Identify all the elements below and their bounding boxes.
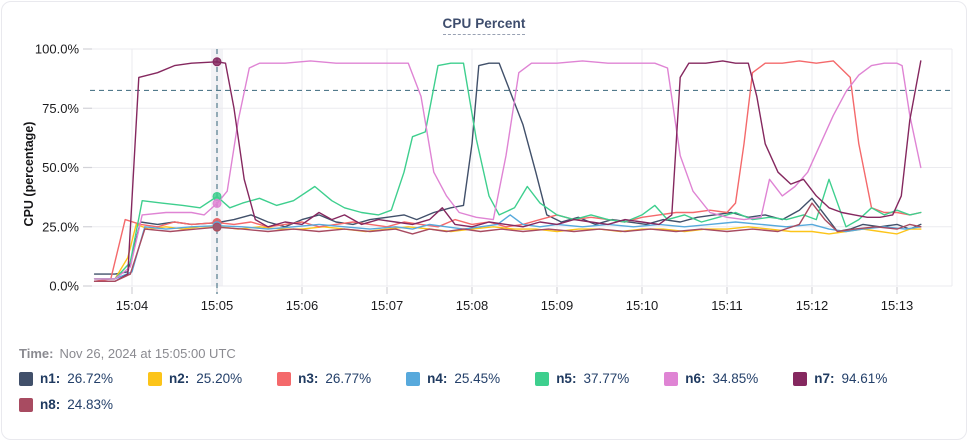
series-line-n4[interactable]: [93, 214, 922, 280]
legend-series-name: n3:: [298, 371, 319, 386]
legend-series-name: n5:: [556, 371, 577, 386]
legend-swatch: [19, 397, 33, 412]
y-tick-label: 50.0%: [42, 160, 79, 175]
cursor-dot-n8: [212, 222, 222, 232]
legend-swatch: [19, 371, 33, 386]
chart-title[interactable]: CPU Percent: [442, 16, 526, 35]
legend-swatch: [793, 371, 808, 386]
time-label: Time:: [19, 346, 54, 361]
y-tick-label: 0.0%: [49, 279, 79, 294]
x-tick-label: 15:07: [371, 298, 404, 313]
legend-item-n6[interactable]: n6: 34.85%: [664, 371, 758, 386]
cursor-time-row: Time: Nov 26, 2024 at 15:05:00 UTC: [19, 346, 236, 361]
x-tick-label: 15:12: [796, 298, 829, 313]
legend-row: n1: 26.72% n2: 25.20% n3: 26.77% n4: 25.45% n5: 3…: [19, 371, 956, 386]
legend-series-value: 26.77%: [325, 371, 372, 386]
y-tick-label: 25.0%: [42, 219, 79, 234]
legend-series-name: n7:: [814, 371, 835, 386]
series-line-n7[interactable]: [93, 60, 922, 282]
legend-swatch: [406, 371, 421, 386]
legend-item-n7[interactable]: n7: 94.61%: [793, 371, 887, 386]
legend-item-n1[interactable]: n1: 26.72%: [19, 371, 113, 386]
x-tick-label: 15:05: [201, 298, 234, 313]
chart-header: CPU Percent: [2, 15, 966, 35]
x-tick-label: 15:09: [541, 298, 574, 313]
legend-item-n5[interactable]: n5: 37.77%: [535, 371, 629, 386]
x-tick-label: 15:13: [881, 298, 914, 313]
series-line-n6[interactable]: [93, 60, 922, 280]
legend-item-n8[interactable]: n8: 24.83%: [19, 397, 113, 412]
cursor-dot-n6: [212, 198, 222, 208]
legend-item-n2[interactable]: n2: 25.20%: [148, 371, 242, 386]
time-value: Nov 26, 2024 at 15:05:00 UTC: [59, 346, 236, 361]
y-axis-title: CPU (percentage): [22, 121, 36, 227]
chart-legend: n1: 26.72% n2: 25.20% n3: 26.77% n4: 25.45% n5: 3…: [19, 371, 956, 423]
legend-series-value: 24.83%: [67, 397, 114, 412]
legend-series-name: n2:: [169, 371, 190, 386]
legend-swatch: [535, 371, 550, 386]
series-line-n1[interactable]: [93, 62, 922, 275]
legend-series-value: 94.61%: [841, 371, 888, 386]
x-tick-label: 15:06: [286, 298, 319, 313]
legend-swatch: [277, 371, 292, 386]
series-line-n3[interactable]: [93, 60, 922, 282]
legend-item-n3[interactable]: n3: 26.77%: [277, 371, 371, 386]
x-tick-label: 15:08: [456, 298, 489, 313]
x-tick-label: 15:04: [116, 298, 149, 313]
cpu-chart[interactable]: 0.0% 25.0% 50.0% 75.0% 100.0% 15:04 15:05 15:06…: [2, 2, 968, 324]
series-line-n8[interactable]: [93, 202, 922, 282]
x-tick-label: 15:11: [711, 298, 743, 313]
cursor-dot-n7: [212, 57, 222, 67]
legend-row: n8: 24.83%: [19, 397, 956, 412]
y-tick-label: 75.0%: [42, 101, 79, 116]
legend-series-name: n1:: [40, 371, 61, 386]
legend-item-n4[interactable]: n4: 25.45%: [406, 371, 500, 386]
legend-series-name: n6:: [685, 371, 706, 386]
series-line-n5[interactable]: [93, 62, 922, 280]
legend-swatch: [664, 371, 679, 386]
legend-series-name: n4:: [427, 371, 448, 386]
legend-series-value: 37.77%: [583, 371, 630, 386]
legend-swatch: [148, 371, 163, 386]
legend-series-name: n8:: [40, 397, 61, 412]
y-tick-label: 100.0%: [35, 42, 80, 57]
legend-series-value: 26.72%: [67, 371, 114, 386]
x-tick-label: 15:10: [626, 298, 659, 313]
legend-series-value: 25.45%: [454, 371, 501, 386]
legend-series-value: 25.20%: [196, 371, 243, 386]
legend-series-value: 34.85%: [712, 371, 759, 386]
